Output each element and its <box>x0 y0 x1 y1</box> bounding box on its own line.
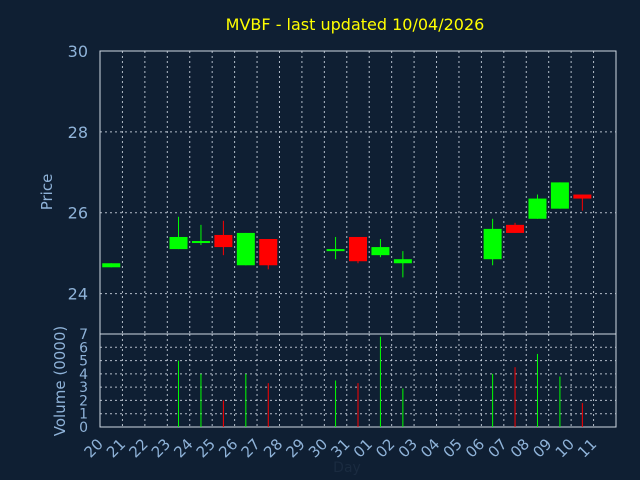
candle-body <box>371 247 390 256</box>
candle-body <box>236 232 255 266</box>
price-tick-label: 28 <box>68 123 88 142</box>
candle-body <box>573 194 592 199</box>
candle-body <box>349 236 367 262</box>
candle-body <box>169 236 188 250</box>
chart-title: MVBF - last updated 10/04/2026 <box>226 15 485 34</box>
price-tick-label: 26 <box>68 204 88 223</box>
candle-body <box>506 224 525 233</box>
candle-body <box>326 249 345 252</box>
volume-tick-label: 6 <box>79 340 88 356</box>
volume-tick-label: 7 <box>79 327 88 343</box>
volume-tick-label: 5 <box>79 354 88 370</box>
candle-body <box>191 241 210 244</box>
volume-tick-label: 1 <box>79 407 88 423</box>
price-axis-label: Price <box>38 174 56 211</box>
volume-axis-label: Volume (0000) <box>51 326 69 436</box>
volume-tick-label: 0 <box>79 420 88 436</box>
candle-body <box>259 238 278 266</box>
x-axis: 2021222324252627282930310102030405060708… <box>81 435 601 461</box>
candle-body <box>102 263 121 268</box>
x-tick-label: 11 <box>574 435 600 461</box>
price-frame <box>99 50 617 335</box>
candle-body <box>483 228 502 260</box>
volume-tick-label: 3 <box>79 380 88 396</box>
candle-body <box>528 198 547 219</box>
candle-body <box>214 234 233 248</box>
price-tick-label: 24 <box>68 285 88 304</box>
price-tick-label: 30 <box>68 42 88 61</box>
price-panel: 24 26 28 30 <box>68 42 617 335</box>
volume-tick-label: 4 <box>79 367 88 383</box>
candle-body <box>393 259 412 264</box>
x-axis-label: Day <box>333 460 361 476</box>
volume-tick-label: 2 <box>79 393 88 409</box>
candle-body <box>550 182 569 209</box>
